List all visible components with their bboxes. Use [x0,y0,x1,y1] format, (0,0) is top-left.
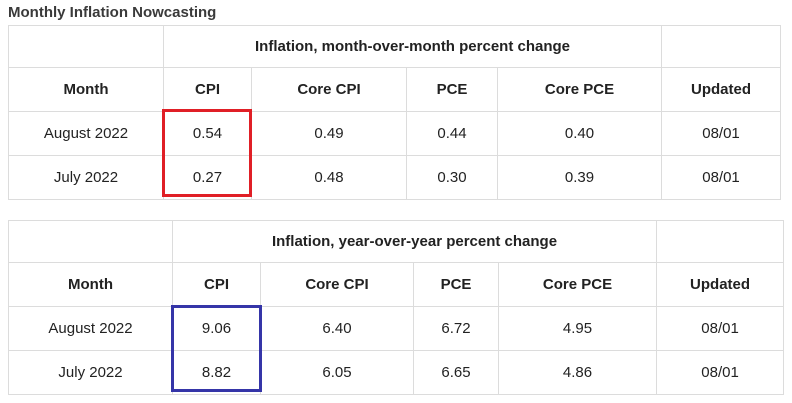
table-title-row: Inflation, month-over-month percent chan… [8,25,782,68]
table-title: Inflation, month-over-month percent chan… [162,25,663,68]
cell-pce: 6.65 [413,350,499,395]
column-header-cpi: CPI [172,262,261,307]
column-header-pce: PCE [413,262,499,307]
table-title-row: Inflation, year-over-year percent change [8,220,785,263]
column-header-core-cpi: Core CPI [260,262,414,307]
cell-core-pce: 0.39 [496,155,663,200]
table-row: July 2022 8.82 6.05 6.65 4.86 08/01 [8,350,785,395]
cell-core-pce: 4.86 [497,350,658,395]
mom-inflation-table: Inflation, month-over-month percent chan… [8,25,782,200]
table-corner-cell [8,220,173,263]
cell-cpi: 9.06 [172,306,261,351]
cell-cpi: 8.82 [172,350,261,395]
column-header-core-cpi: Core CPI [251,67,407,112]
table-title: Inflation, year-over-year percent change [171,220,658,263]
cell-month: August 2022 [8,306,173,351]
cell-cpi: 0.54 [163,111,252,156]
column-header-core-pce: Core PCE [497,262,658,307]
column-header-cpi: CPI [163,67,252,112]
table-header-row: Month CPI Core CPI PCE Core PCE Updated [8,262,785,307]
table-row: August 2022 0.54 0.49 0.44 0.40 08/01 [8,111,782,156]
cell-updated: 08/01 [661,111,782,156]
page-title: Monthly Inflation Nowcasting [8,4,217,21]
cell-month: August 2022 [8,111,164,156]
cell-month: July 2022 [8,350,173,395]
cell-core-cpi: 6.40 [260,306,414,351]
cell-updated: 08/01 [656,306,785,351]
table-header-row: Month CPI Core CPI PCE Core PCE Updated [8,67,782,112]
column-header-month: Month [8,67,164,112]
column-header-month: Month [8,262,173,307]
table-row: July 2022 0.27 0.48 0.30 0.39 08/01 [8,155,782,200]
column-header-core-pce: Core PCE [496,67,663,112]
cell-pce: 0.44 [406,111,498,156]
cell-pce: 6.72 [413,306,499,351]
table-corner-cell [656,220,785,263]
table-corner-cell [661,25,782,68]
cell-updated: 08/01 [661,155,782,200]
column-header-updated: Updated [661,67,782,112]
table-corner-cell [8,25,164,68]
cell-updated: 08/01 [656,350,785,395]
cell-month: July 2022 [8,155,164,200]
cell-core-cpi: 6.05 [260,350,414,395]
cell-core-pce: 4.95 [497,306,658,351]
yoy-inflation-table: Inflation, year-over-year percent change… [8,220,785,395]
cell-pce: 0.30 [406,155,498,200]
cell-core-cpi: 0.49 [251,111,407,156]
column-header-pce: PCE [406,67,498,112]
cell-core-cpi: 0.48 [251,155,407,200]
column-header-updated: Updated [656,262,785,307]
cell-core-pce: 0.40 [496,111,663,156]
table-row: August 2022 9.06 6.40 6.72 4.95 08/01 [8,306,785,351]
cell-cpi: 0.27 [163,155,252,200]
